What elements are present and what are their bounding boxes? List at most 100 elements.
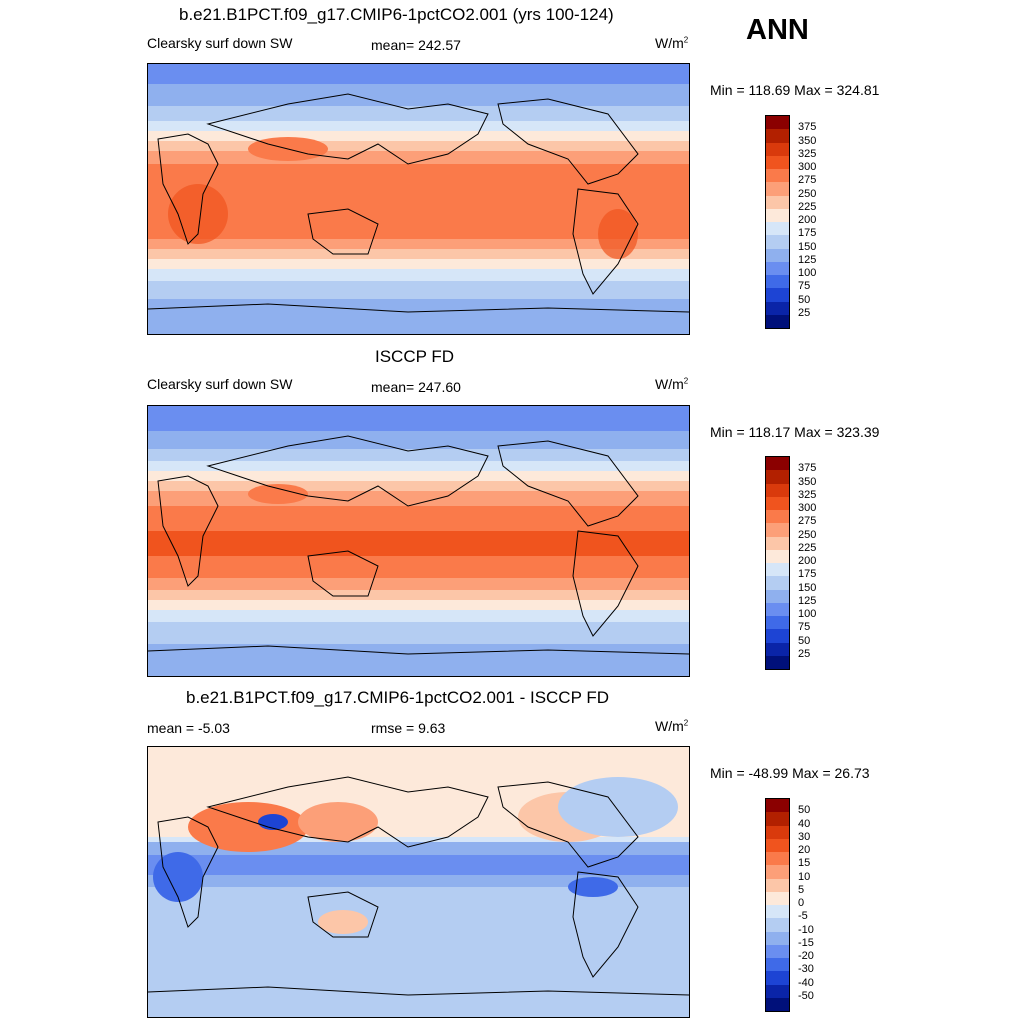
colorbar-tick-label: 350 [798, 475, 817, 488]
colorbar-tick-label: 25 [798, 306, 811, 319]
colorbar-tick-label: 300 [798, 161, 817, 173]
colorbar-swatch [766, 222, 789, 236]
colorbar-swatch [766, 288, 789, 302]
colorbar-swatch [766, 852, 789, 866]
colorbar-swatch [766, 642, 789, 656]
panel1-mean-label: mean= 242.57 [371, 37, 461, 53]
colorbar-tick-label: 40 [798, 817, 811, 830]
panel3-colorbar [765, 798, 790, 1012]
colorbar-tick-label: -10 [798, 923, 814, 936]
colorbar-tick-label: 50 [798, 804, 811, 817]
colorbar-swatch [766, 891, 789, 905]
colorbar-swatch [766, 931, 789, 945]
colorbar-swatch [766, 997, 789, 1011]
colorbar-tick-label: 275 [798, 515, 817, 528]
panel2-units: W/m2 [655, 376, 689, 392]
colorbar-tick-label: 20 [798, 844, 811, 856]
panel3-mean-label: mean = -5.03 [147, 720, 230, 736]
panel2-colorbar [765, 456, 790, 670]
colorbar-tick-label: 50 [798, 634, 811, 647]
colorbar-swatch [766, 248, 789, 262]
panel3-title: b.e21.B1PCT.f09_g17.CMIP6-1pctCO2.001 - … [186, 688, 609, 707]
colorbar-swatch [766, 155, 789, 169]
panel2-mean-label: mean= 247.60 [371, 379, 461, 395]
colorbar-tick-label: 375 [798, 462, 817, 475]
colorbar-tick-label: 15 [798, 857, 811, 870]
colorbar-swatch [766, 510, 789, 524]
panel2-map [147, 405, 690, 677]
colorbar-swatch [766, 301, 789, 315]
colorbar-swatch [766, 958, 789, 972]
colorbar-tick-label: 375 [798, 121, 817, 134]
colorbar-swatch [766, 208, 789, 222]
panel1-units: W/m2 [655, 35, 689, 51]
season-label: ANN [746, 14, 809, 46]
colorbar-swatch [766, 470, 789, 484]
colorbar-tick-label: 100 [798, 267, 817, 279]
colorbar-swatch [766, 314, 789, 328]
colorbar-swatch [766, 655, 789, 669]
colorbar-tick-label: 150 [798, 581, 817, 594]
colorbar-tick-label: 75 [798, 280, 811, 293]
colorbar-tick-label: 200 [798, 214, 817, 226]
colorbar-swatch [766, 483, 789, 497]
panel2-title: ISCCP FD [375, 347, 455, 366]
colorbar-swatch [766, 182, 789, 196]
colorbar-swatch [766, 536, 789, 550]
colorbar-tick-label: 275 [798, 174, 817, 187]
panel2-variable-label: Clearsky surf down SW [147, 376, 293, 392]
panel2-minmax: Min = 118.17 Max = 323.39 [710, 424, 880, 440]
colorbar-tick-label: 75 [798, 621, 811, 634]
panel3-map [147, 746, 690, 1018]
colorbar-tick-label: -30 [798, 963, 814, 976]
colorbar-swatch [766, 549, 789, 563]
colorbar-swatch [766, 825, 789, 839]
colorbar-swatch [766, 799, 789, 813]
colorbar-swatch [766, 275, 789, 289]
colorbar-swatch [766, 812, 789, 826]
panel3-units: W/m2 [655, 718, 689, 734]
colorbar-tick-label: 100 [798, 608, 817, 620]
colorbar-tick-label: 325 [798, 488, 817, 501]
colorbar-swatch [766, 971, 789, 985]
colorbar-tick-label: 300 [798, 502, 817, 514]
colorbar-swatch [766, 576, 789, 590]
panel1-title: b.e21.B1PCT.f09_g17.CMIP6-1pctCO2.001 (y… [179, 5, 614, 24]
colorbar-tick-label: -5 [798, 910, 808, 923]
colorbar-tick-label: 25 [798, 647, 811, 660]
colorbar-tick-label: 50 [798, 293, 811, 306]
colorbar-tick-label: 125 [798, 253, 817, 266]
panel1-variable-label: Clearsky surf down SW [147, 35, 293, 51]
colorbar-swatch [766, 865, 789, 879]
colorbar-tick-label: 200 [798, 555, 817, 567]
colorbar-tick-label: 325 [798, 147, 817, 160]
colorbar-tick-label: 125 [798, 594, 817, 607]
colorbar-swatch [766, 195, 789, 209]
panel3-rmse-label: rmse = 9.63 [371, 720, 446, 736]
colorbar-tick-label: -15 [798, 936, 814, 949]
colorbar-tick-label: 175 [798, 568, 817, 581]
colorbar-tick-label: 250 [798, 528, 817, 541]
panel1-map [147, 63, 690, 335]
colorbar-tick-label: 175 [798, 227, 817, 240]
colorbar-tick-label: 225 [798, 200, 817, 213]
colorbar-tick-label: 10 [798, 870, 811, 883]
colorbar-swatch [766, 169, 789, 183]
colorbar-swatch [766, 496, 789, 510]
colorbar-tick-label: 250 [798, 187, 817, 200]
colorbar-swatch [766, 589, 789, 603]
colorbar-tick-label: 350 [798, 134, 817, 147]
colorbar-swatch [766, 984, 789, 998]
colorbar-swatch [766, 457, 789, 471]
colorbar-swatch [766, 523, 789, 537]
colorbar-swatch [766, 261, 789, 275]
colorbar-swatch [766, 878, 789, 892]
colorbar-tick-label: -40 [798, 976, 814, 989]
colorbar-swatch [766, 918, 789, 932]
colorbar-swatch [766, 142, 789, 156]
colorbar-tick-label: 225 [798, 541, 817, 554]
colorbar-tick-label: 5 [798, 883, 805, 896]
colorbar-tick-label: -50 [798, 989, 814, 1002]
colorbar-swatch [766, 629, 789, 643]
colorbar-tick-label: 0 [798, 897, 805, 909]
